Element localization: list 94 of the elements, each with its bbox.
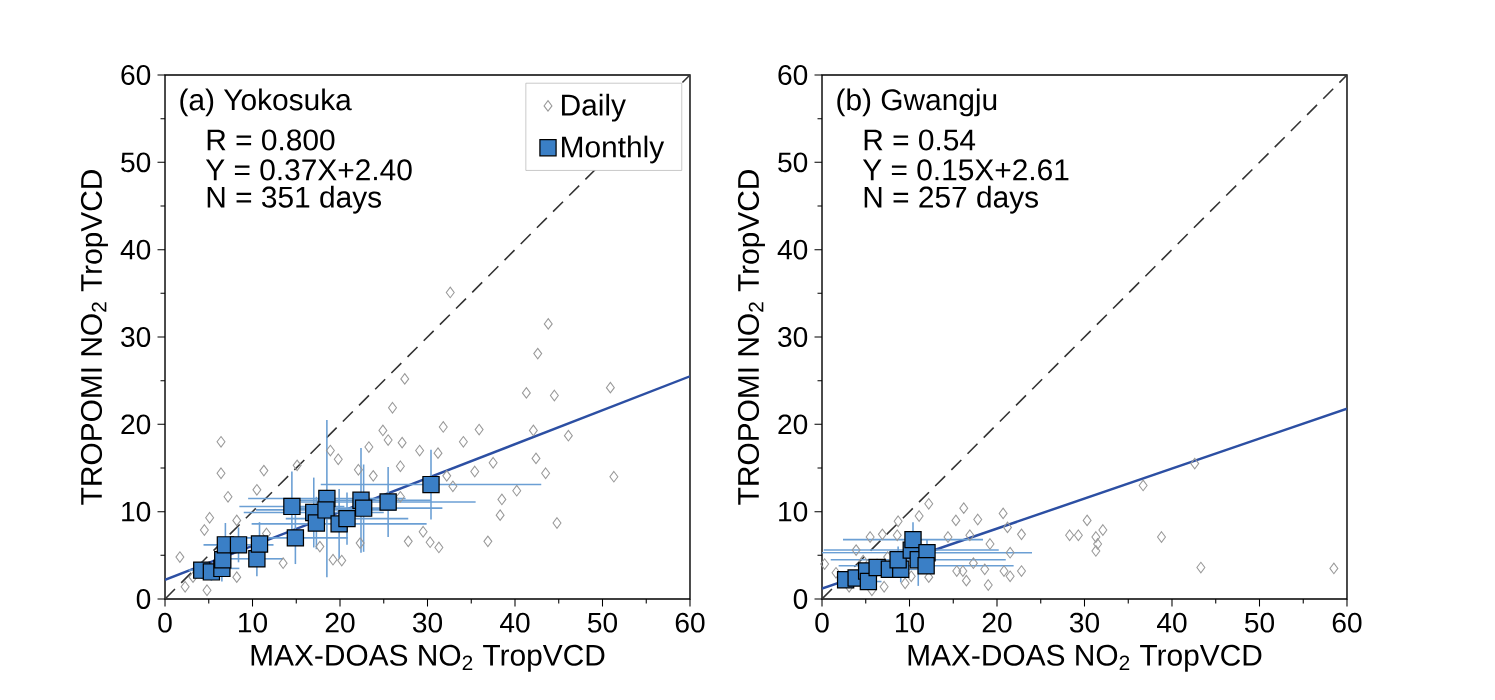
x-tick-label: 10 [239,612,268,633]
x-axis-title: MAX-DOAS NO$_{2}$ TropVCD [908,644,1262,672]
point [1157,531,1166,543]
point [959,502,969,514]
y-tick-label: 0 [793,589,808,609]
x-tick-label: 60 [1332,612,1362,633]
point [965,529,975,542]
point [422,475,440,494]
point [820,558,830,570]
y-tick-label: 30 [778,327,808,347]
point [286,529,305,547]
point [998,507,1008,520]
x-tick-label: 60 [675,612,705,633]
point [999,565,1009,577]
y-tick-label: 10 [779,501,808,522]
point [1005,546,1015,559]
x-axis-title: MAX-DOAS NO$_{2}$ TropVCD [251,644,605,672]
point [1082,514,1092,527]
point [1091,531,1101,543]
point [283,497,301,516]
point [865,531,875,543]
point [973,513,983,526]
point [904,530,922,549]
point [1093,538,1103,550]
y-tick-label: 50 [778,152,808,173]
annotation: Y = 0.37X+2.40 [205,159,412,181]
point [961,574,971,587]
point [379,493,397,511]
point [900,577,910,590]
x-tick-label: 30 [412,612,443,633]
point [859,572,878,591]
x-tick-label: 0 [815,612,829,633]
point [317,501,335,519]
point [951,514,961,527]
point [1005,570,1015,583]
y-tick-label: 60 [778,65,808,85]
point [968,557,978,569]
x-tick-label: 30 [1069,612,1100,633]
point [914,510,924,522]
point [943,531,953,543]
point [1098,524,1108,536]
point [952,565,962,577]
x-tick-label: 50 [587,612,618,633]
x-tick-label: 20 [982,612,1012,633]
point [1138,479,1148,492]
legend-label: Monthly [562,135,665,164]
y-tick-label: 40 [120,239,151,260]
x-tick-label: 40 [500,612,530,633]
point [917,557,935,575]
point [889,550,907,569]
point [1073,529,1083,542]
point [980,563,990,576]
point [354,499,373,517]
y-tick-label: 20 [778,414,808,435]
point [1329,562,1339,575]
chart-title: (b) Gwangju [837,88,997,117]
y-axis-title: TROPOMI NO$_{2}$ TropVCD [80,170,108,505]
chart-title: (a) Yokosuka [180,88,352,117]
x-tick-label: 50 [1244,612,1275,633]
x-tick-label: 10 [896,612,925,633]
annotation: R = 0.800 [207,129,335,151]
y-tick-label: 50 [121,152,151,173]
y-tick-label: 0 [136,589,151,609]
annotation: Y = 0.15X+2.61 [862,159,1069,181]
x-tick-label: 20 [325,612,355,633]
annotation: N = 351 days [207,185,382,214]
point [877,528,887,541]
point [879,580,889,593]
point [1190,457,1200,470]
point [338,509,356,528]
point [851,544,861,556]
y-tick-label: 20 [121,414,151,435]
y-tick-label: 30 [121,327,151,347]
legend-label: Daily [562,93,626,122]
point [892,529,902,542]
point [1065,529,1075,542]
y-tick-label: 60 [121,65,151,85]
annotation: R = 0.54 [864,129,976,151]
y-tick-label: 10 [122,501,151,522]
point [1017,565,1026,577]
point [250,535,269,553]
y-tick-label: 40 [777,239,808,260]
point [1091,545,1101,557]
point [958,565,968,577]
point [983,579,993,591]
point [985,538,995,550]
point [229,536,248,554]
y-axis-title: TROPOMI NO$_{2}$ TropVCD [737,170,765,505]
x-tick-label: 0 [158,612,172,633]
annotation: N = 257 days [864,185,1039,214]
x-tick-label: 40 [1156,612,1187,633]
point [924,497,934,510]
point [893,515,903,528]
point [1196,561,1206,574]
